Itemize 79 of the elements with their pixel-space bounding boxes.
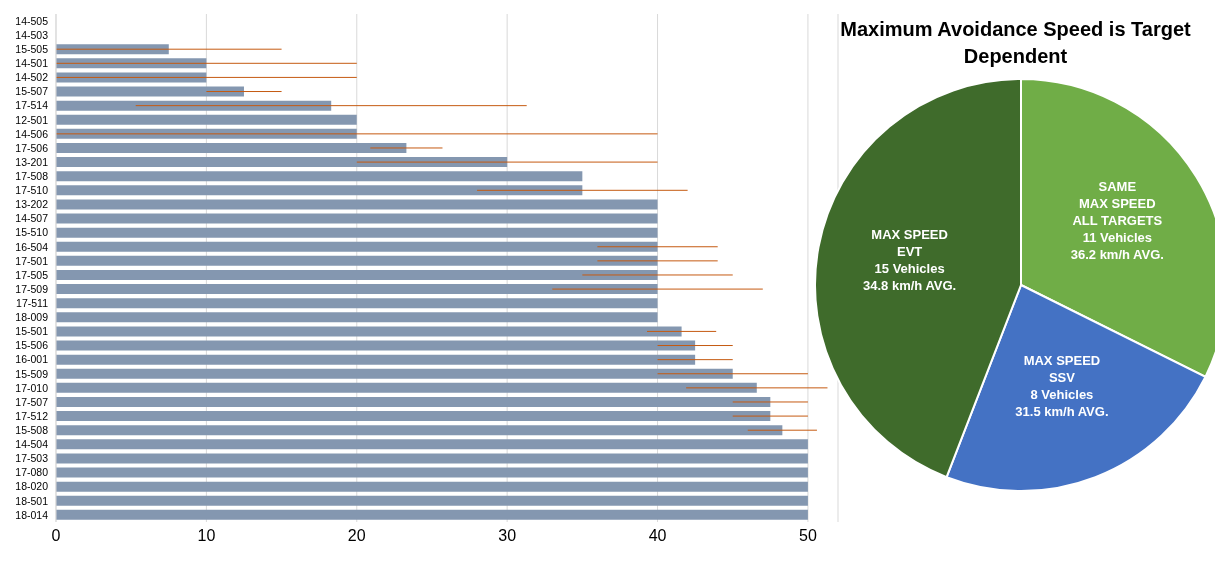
bar — [56, 114, 357, 125]
y-tick-label: 13-202 — [15, 198, 49, 211]
y-tick-label: 17-508 — [15, 170, 49, 183]
y-tick-label: 17-512 — [15, 409, 49, 422]
y-tick-label: 17-503 — [15, 452, 49, 465]
y-tick-label: 12-501 — [15, 113, 49, 126]
y-tick-label: 15-506 — [15, 339, 49, 352]
bar — [56, 227, 658, 238]
y-tick-label: 17-505 — [15, 268, 49, 281]
data-label: 11 Vehicles 36.2 km/h AVG. — [1070, 230, 1164, 263]
x-tick-label: 50 — [799, 527, 817, 545]
y-tick-label: 15-509 — [15, 367, 49, 380]
bar — [56, 396, 771, 407]
y-tick-label: 17-010 — [15, 381, 49, 394]
x-tick-label: 20 — [347, 527, 366, 545]
bar — [56, 100, 332, 111]
y-tick-label: 17-506 — [15, 141, 49, 154]
chart-title: Maximum Avoidance Speed is Target Dependent — [839, 17, 1192, 69]
bar — [56, 340, 696, 351]
y-tick-label: 14-507 — [15, 212, 49, 225]
y-tick-label: 17-507 — [15, 395, 49, 408]
bar — [56, 213, 658, 224]
bar — [56, 382, 757, 393]
bar — [56, 157, 508, 168]
y-tick-label: 14-505 — [15, 14, 49, 27]
bar — [56, 354, 696, 365]
bar — [56, 326, 682, 337]
bar — [56, 199, 658, 210]
y-tick-label: 17-514 — [15, 99, 49, 112]
y-tick-label: 15-507 — [15, 85, 49, 98]
y-tick-label: 15-501 — [15, 325, 49, 338]
data-label: 8 Vehicles 31.5 km/h AVG. — [1015, 387, 1109, 420]
y-tick-label: 15-510 — [15, 226, 49, 239]
y-tick-label: 16-001 — [15, 353, 49, 366]
x-tick-label: 40 — [648, 527, 667, 545]
y-tick-label: 14-506 — [15, 127, 49, 140]
y-tick-label: 15-505 — [15, 43, 49, 56]
y-tick-label: 14-503 — [15, 28, 49, 41]
slice-label: MAX SPEED EVT — [871, 226, 948, 259]
x-tick-label: 30 — [498, 527, 517, 545]
bar — [56, 171, 583, 182]
x-tick-label: 10 — [197, 527, 216, 545]
y-tick-label: 14-502 — [15, 71, 49, 84]
bar — [56, 241, 658, 252]
bar — [56, 284, 658, 295]
bar — [56, 495, 808, 506]
y-tick-label: 17-080 — [15, 466, 49, 479]
bar — [56, 439, 808, 450]
slice-label: MAX SPEED SSV — [1023, 353, 1101, 386]
bar — [56, 411, 771, 422]
bar — [56, 142, 407, 153]
data-label: 15 Vehicles 34.8 km/h AVG. — [863, 260, 957, 293]
y-tick-label: 17-501 — [15, 254, 49, 267]
bar — [56, 269, 658, 280]
bar — [56, 509, 808, 520]
bar — [56, 467, 808, 478]
bar — [56, 255, 658, 266]
bar — [56, 185, 583, 196]
y-tick-label: 14-504 — [15, 438, 49, 451]
y-tick-label: 17-510 — [15, 184, 49, 197]
bar — [56, 425, 783, 436]
bar — [56, 86, 244, 97]
y-tick-label: 18-009 — [15, 311, 49, 324]
y-tick-label: 17-509 — [15, 282, 49, 295]
y-tick-label: 17-511 — [16, 297, 49, 310]
bar — [56, 453, 808, 464]
y-tick-label: 14-501 — [15, 57, 49, 70]
x-tick-label: 0 — [51, 527, 61, 545]
bar — [56, 298, 658, 309]
bar — [56, 312, 658, 323]
slice-label: SAME MAX SPEED ALL TARGETS — [1072, 179, 1163, 229]
bar — [56, 368, 733, 379]
y-tick-label: 13-201 — [15, 155, 49, 168]
y-tick-label: 18-020 — [15, 480, 49, 493]
y-tick-label: 18-014 — [15, 508, 49, 521]
y-tick-label: 15-508 — [15, 424, 49, 437]
bar — [56, 481, 808, 492]
y-tick-label: 18-501 — [15, 494, 49, 507]
y-tick-label: 16-504 — [15, 240, 49, 253]
